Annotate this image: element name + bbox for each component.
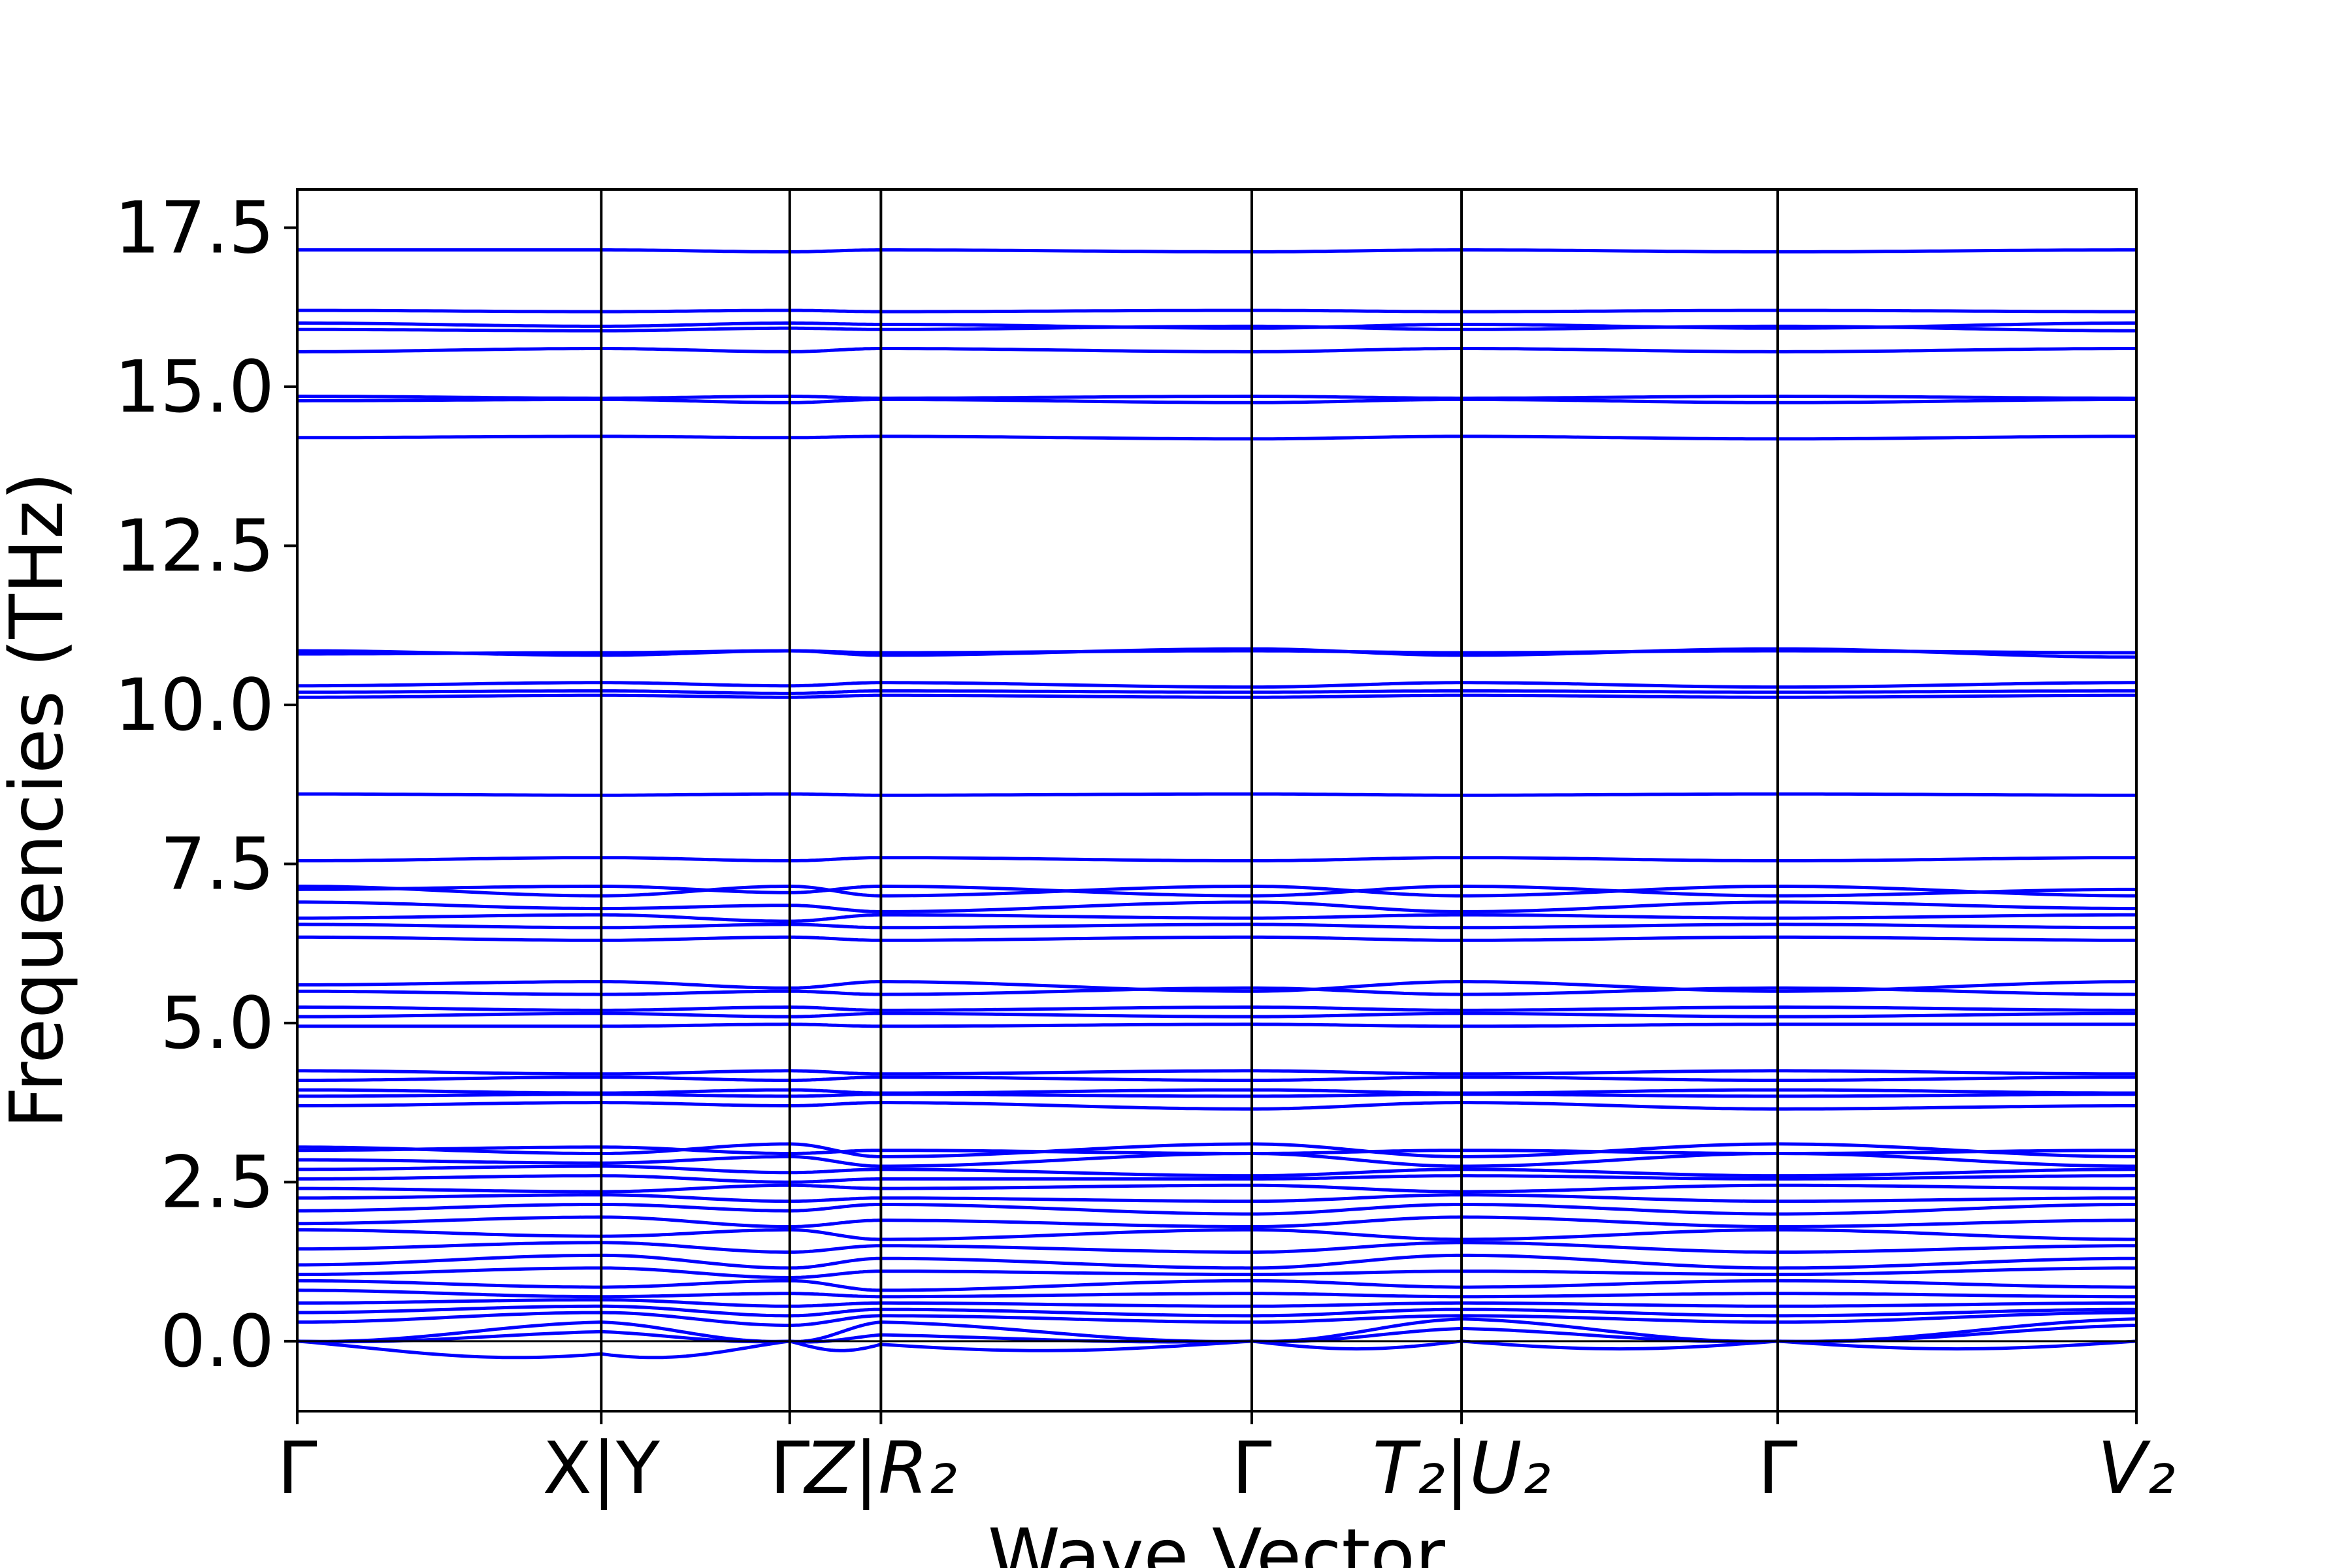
- band-line: [297, 649, 2136, 656]
- y-tick-label: 12.5: [114, 504, 274, 587]
- plot-frame: [296, 188, 2138, 1413]
- x-tick-label: Γ: [1757, 1426, 1797, 1510]
- x-tick-label: Z|R₂: [803, 1426, 957, 1511]
- band-line: [297, 1266, 2136, 1279]
- y-tick-label: 5.0: [160, 981, 274, 1065]
- band-line: [297, 1203, 2136, 1216]
- band-line: [297, 681, 2136, 689]
- band-line: [297, 1304, 2136, 1318]
- band-line: [297, 1253, 2136, 1270]
- band-line: [297, 1088, 2136, 1095]
- x-tick-label: X|Y: [542, 1426, 660, 1511]
- band-line: [297, 1005, 2136, 1012]
- x-tick-label: T₂|U₂: [1373, 1426, 1551, 1511]
- band-line: [297, 1174, 2136, 1184]
- band-line: [297, 1339, 2137, 1360]
- band-line: [297, 1288, 2136, 1299]
- band-line: [297, 856, 2136, 862]
- y-tick-label: 10.0: [114, 663, 274, 747]
- x-axis-title: Wave Vector: [988, 1514, 1446, 1568]
- band-line: [297, 935, 2136, 942]
- band-line: [297, 986, 2137, 996]
- band-line: [297, 248, 2136, 253]
- band-lines: [297, 248, 2137, 1360]
- band-line: [297, 1241, 2136, 1254]
- x-tick-label: Γ: [277, 1426, 317, 1510]
- band-line: [297, 1324, 2137, 1344]
- y-tick-label: 15.0: [114, 345, 274, 429]
- y-axis-ticks: 0.0 2.5 5.0 7.5 10.0 12.5 15.0 17.5: [114, 186, 297, 1383]
- y-tick-label: 0.0: [160, 1299, 274, 1383]
- band-line: [297, 1092, 2136, 1098]
- band-line: [297, 347, 2136, 353]
- band-line: [297, 1069, 2136, 1076]
- band-line: [297, 434, 2136, 441]
- band-line: [297, 693, 2136, 699]
- band-line: [297, 1279, 2136, 1292]
- band-line: [297, 792, 2136, 797]
- band-line: [297, 980, 2136, 993]
- band-line: [297, 395, 2136, 400]
- band-line: [297, 1164, 2136, 1178]
- x-tick-label: Γ: [1232, 1426, 1271, 1510]
- band-line: [297, 923, 2136, 930]
- band-line: [297, 885, 2136, 898]
- band-line: [297, 308, 2136, 314]
- y-axis-title: Frequencies (THz): [0, 472, 80, 1128]
- band-line: [297, 397, 2136, 404]
- band-line: [297, 913, 2136, 923]
- band-line: [297, 1311, 2137, 1327]
- band-line: [297, 1228, 2136, 1241]
- band-line: [297, 689, 2136, 695]
- band-line: [297, 1151, 2136, 1168]
- band-line: [297, 1011, 2136, 1019]
- y-tick-label: 7.5: [160, 822, 274, 906]
- band-line: [297, 1183, 2136, 1194]
- x-axis-ticks: Γ X|Y ΓZ|R₂ Γ T₂|U₂ Γ V₂: [277, 1411, 2176, 1511]
- band-line: [297, 1075, 2136, 1082]
- band-line: [297, 1193, 2136, 1203]
- x-tick-label: Γ: [770, 1426, 809, 1510]
- band-line: [297, 324, 2136, 333]
- band-line: [297, 900, 2136, 913]
- x-tick-label: V₂: [2097, 1426, 2175, 1510]
- band-line: [297, 1101, 2136, 1111]
- band-line: [297, 1215, 2136, 1229]
- band-line: [297, 1298, 2136, 1308]
- y-tick-label: 17.5: [114, 186, 274, 269]
- band-line: [297, 1022, 2136, 1028]
- y-tick-label: 2.5: [160, 1140, 274, 1224]
- high-symmetry-lines: [600, 189, 1779, 1411]
